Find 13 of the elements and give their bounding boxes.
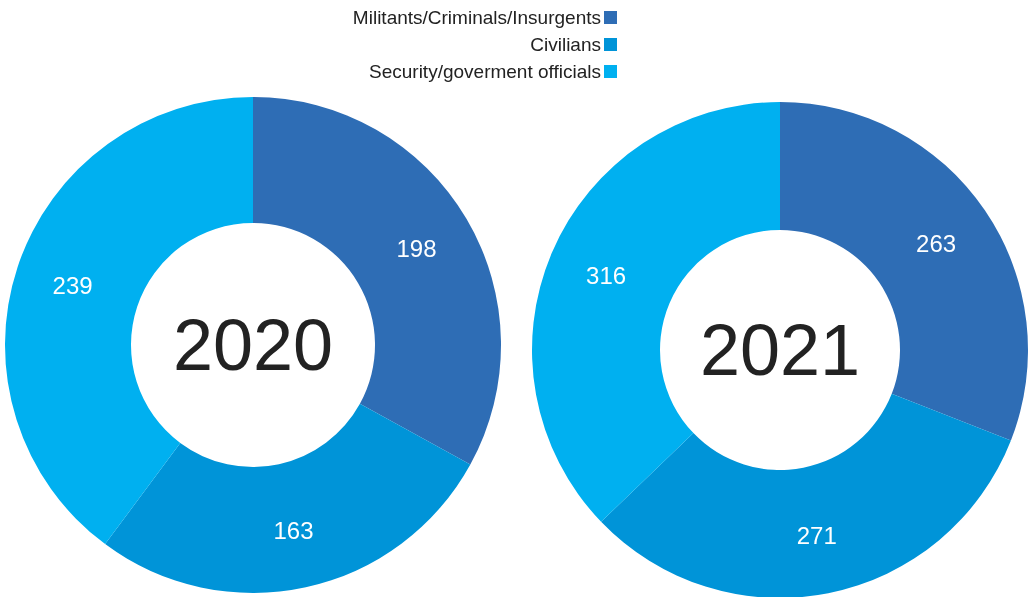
legend-label: Civilians (530, 33, 601, 55)
data-label: 316 (586, 262, 627, 290)
donut-slice (601, 393, 1011, 597)
donut-slice (105, 403, 471, 593)
data-label: 198 (396, 234, 437, 262)
text: 2020 (172, 305, 334, 386)
data-label: 239 (52, 271, 93, 299)
text: 2021 (699, 310, 861, 391)
legend-label: Security/goverment officials (369, 60, 601, 82)
data-label: 271 (796, 521, 837, 549)
data-label: 263 (916, 229, 957, 257)
data-label: 163 (273, 517, 314, 545)
legend-label: Militants/Criminals/Insurgents (352, 6, 601, 28)
